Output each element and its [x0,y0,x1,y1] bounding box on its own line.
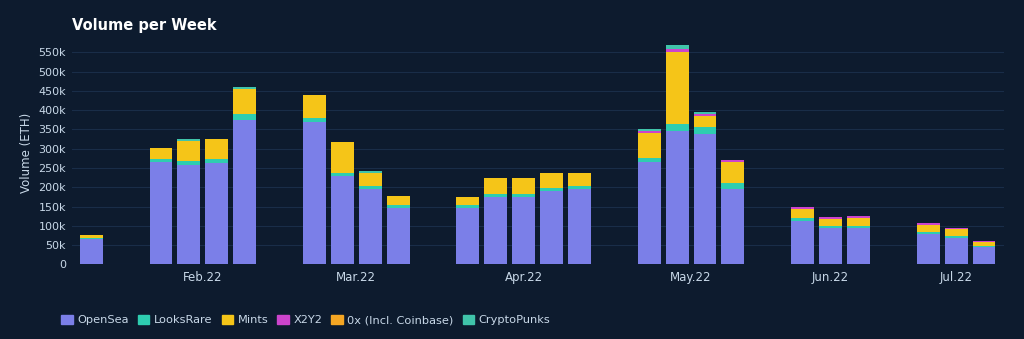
Bar [916,234,940,264]
Bar [387,208,410,264]
Bar [638,158,660,162]
Y-axis label: Volume (ETH): Volume (ETH) [19,113,33,193]
Bar [916,223,940,225]
Text: Volume per Week: Volume per Week [72,18,216,33]
Bar [847,216,869,218]
Bar [457,205,479,208]
Bar [722,162,744,183]
Bar [638,133,660,158]
Bar [847,226,869,228]
Bar [666,44,688,49]
Bar [916,233,940,234]
Bar [819,219,842,226]
Bar [303,118,326,122]
Bar [457,197,479,205]
Bar [792,207,814,209]
Bar [945,229,968,236]
Bar [80,235,102,238]
Bar [568,186,591,189]
Bar [80,238,102,239]
Bar [847,228,869,264]
Bar [358,186,382,189]
Bar [512,197,536,264]
Bar [693,114,717,116]
Bar [568,189,591,264]
Bar [303,122,326,264]
Bar [484,178,507,194]
Bar [540,188,563,191]
Bar [693,127,717,134]
Bar [666,131,688,264]
Bar [693,112,717,114]
Bar [973,241,995,242]
Bar [666,124,688,131]
Bar [540,173,563,188]
Bar [358,173,382,186]
Bar [722,160,744,162]
Bar [233,114,256,120]
Bar [568,173,591,186]
Bar [331,176,353,264]
Bar [916,225,940,233]
Bar [666,49,688,52]
Bar [484,197,507,264]
Bar [512,178,536,194]
Bar [819,228,842,264]
Bar [150,162,172,264]
Bar [945,236,968,238]
Bar [945,238,968,264]
Bar [387,205,410,208]
Bar [722,183,744,189]
Bar [792,218,814,221]
Bar [540,191,563,264]
Bar [638,129,660,131]
Bar [638,162,660,264]
Bar [666,52,688,124]
Legend: OpenSea, LooksRare, Mints, X2Y2, 0x (Incl. Coinbase), CryptoPunks: OpenSea, LooksRare, Mints, X2Y2, 0x (Inc… [57,311,555,330]
Bar [387,196,410,205]
Bar [233,89,256,114]
Bar [177,165,201,264]
Bar [945,228,968,229]
Bar [693,134,717,264]
Bar [693,116,717,127]
Bar [233,87,256,89]
Bar [973,242,995,246]
Bar [792,221,814,264]
Bar [80,239,102,264]
Bar [233,120,256,264]
Bar [206,159,228,163]
Bar [358,171,382,173]
Bar [819,217,842,219]
Bar [722,189,744,264]
Bar [177,139,201,141]
Bar [847,218,869,226]
Bar [358,189,382,264]
Bar [792,209,814,218]
Bar [303,95,326,118]
Bar [512,194,536,197]
Bar [331,173,353,176]
Bar [206,163,228,264]
Bar [457,208,479,264]
Bar [819,226,842,228]
Bar [484,194,507,197]
Bar [177,141,201,161]
Bar [973,246,995,247]
Bar [177,161,201,165]
Bar [638,131,660,133]
Bar [973,247,995,264]
Bar [331,142,353,173]
Bar [150,148,172,159]
Bar [206,139,228,159]
Bar [150,159,172,162]
